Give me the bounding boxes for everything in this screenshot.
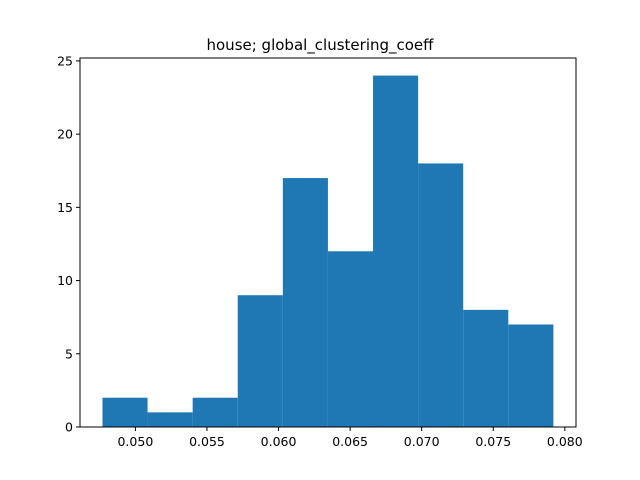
histogram-bar xyxy=(282,178,328,427)
y-axis-ticks: 0 5 10 15 20 25 xyxy=(57,53,80,435)
y-tick-label: 10 xyxy=(57,273,73,288)
x-tick-label: 0.060 xyxy=(261,434,297,449)
x-tick-label: 0.080 xyxy=(547,434,583,449)
x-tick-label: 0.050 xyxy=(117,434,153,449)
x-tick-label: 0.065 xyxy=(332,434,368,449)
bars-group xyxy=(102,75,554,428)
y-tick-label: 0 xyxy=(65,420,73,435)
histogram-bar xyxy=(192,397,238,427)
histogram-bar xyxy=(102,397,148,427)
y-tick-label: 5 xyxy=(65,346,73,361)
x-tick-label: 0.070 xyxy=(404,434,440,449)
histogram-bar xyxy=(147,412,193,427)
histogram-bar xyxy=(508,324,554,427)
chart-title: house; global_clustering_coeff xyxy=(207,36,435,55)
y-tick-label: 15 xyxy=(57,200,73,215)
plot-area-frame xyxy=(79,57,577,428)
histogram-bar xyxy=(327,251,374,427)
histogram-bar xyxy=(418,163,464,427)
histogram-bar xyxy=(463,309,509,427)
x-tick-label: 0.075 xyxy=(475,434,511,449)
histogram-bar xyxy=(237,295,283,427)
x-tick-label: 0.055 xyxy=(189,434,225,449)
histogram-bar xyxy=(373,75,419,428)
x-axis-ticks: 0.050 0.055 0.060 0.065 0.070 0.075 0.080 xyxy=(117,427,583,449)
y-tick-label: 25 xyxy=(57,53,73,68)
y-tick-label: 20 xyxy=(57,127,73,142)
